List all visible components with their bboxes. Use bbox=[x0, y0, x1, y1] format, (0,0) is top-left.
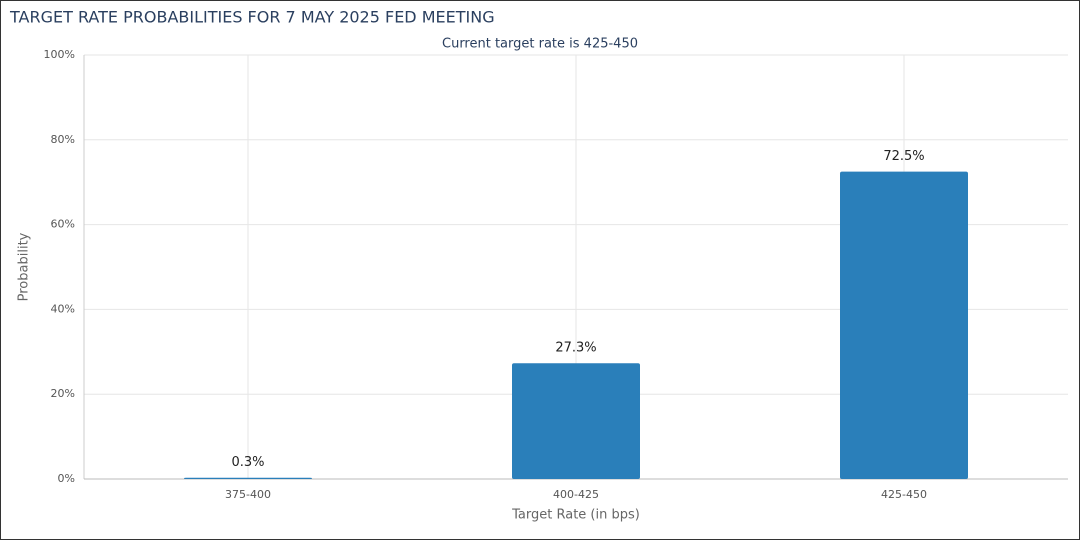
bar bbox=[512, 363, 640, 479]
x-tick-label: 425-450 bbox=[881, 488, 927, 501]
y-axis-title: Probability bbox=[17, 232, 32, 301]
y-tick-label: 60% bbox=[51, 218, 75, 231]
y-tick-label: 80% bbox=[51, 133, 75, 146]
x-tick-label: 400-425 bbox=[553, 488, 599, 501]
chart-subtitle: Current target rate is 425-450 bbox=[442, 37, 638, 52]
value-label: 72.5% bbox=[883, 149, 924, 164]
y-tick-label: 40% bbox=[51, 302, 75, 315]
value-label: 27.3% bbox=[555, 341, 596, 356]
x-tick-label: 375-400 bbox=[225, 488, 271, 501]
y-tick-label: 100% bbox=[44, 48, 75, 61]
bar bbox=[184, 477, 312, 479]
y-tick-label: 0% bbox=[58, 472, 75, 485]
value-label: 0.3% bbox=[231, 455, 264, 470]
chart-title: TARGET RATE PROBABILITIES FOR 7 MAY 2025… bbox=[9, 8, 495, 27]
y-tick-label: 20% bbox=[51, 387, 75, 400]
x-axis-title: Target Rate (in bps) bbox=[511, 508, 640, 523]
bar bbox=[840, 171, 968, 479]
